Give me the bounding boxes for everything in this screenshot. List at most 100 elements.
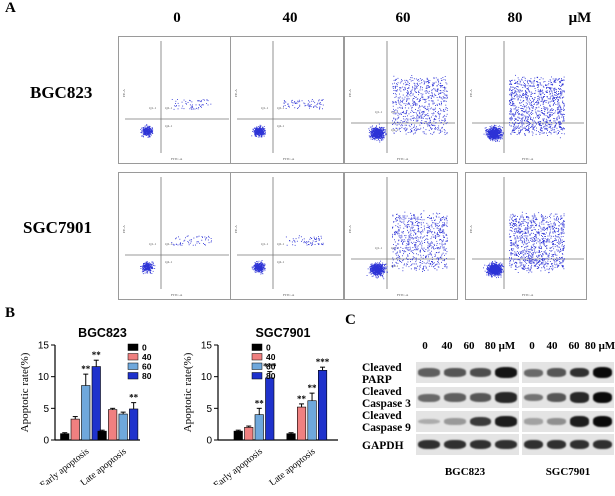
band	[495, 392, 517, 403]
flow-x-axis-label: FITC-A	[522, 157, 534, 161]
band	[570, 439, 589, 450]
quadrant-label: Q1-1	[261, 242, 268, 246]
flow-x-axis-label: FITC-A	[397, 157, 409, 161]
band	[443, 368, 466, 377]
band	[593, 392, 612, 403]
significance-mark: **	[81, 364, 91, 374]
legend-swatch-40	[251, 353, 263, 361]
blot-bgc823-row-3	[416, 411, 519, 432]
wb-conc-sgc7901-80: 80 μM	[584, 340, 615, 352]
legend-swatch-60	[127, 362, 139, 370]
bar-early-apoptosis-40	[70, 418, 80, 441]
wb-label-caspase3: Cleaved Caspase 3	[362, 386, 411, 410]
significance-mark: ***	[316, 357, 330, 367]
wb-label-caspase3-line1: Cleaved	[362, 386, 402, 398]
legend-swatch-80	[127, 372, 139, 380]
legend-label-80: 80	[266, 371, 276, 381]
flow-event-dots	[368, 75, 448, 143]
quadrant-label: Q2-1	[277, 242, 284, 246]
band	[570, 367, 589, 378]
quadrant-label: Q4-1	[391, 128, 398, 132]
panel-label-b: B	[5, 305, 16, 321]
blot-bgc823-row-4	[416, 434, 519, 455]
flow-x-axis-label: FITC-A	[283, 157, 295, 161]
flow-y-axis-label: PE-A	[469, 225, 473, 233]
wb-conc-sgc7901-0: 0	[529, 340, 535, 352]
flow-event-dots	[483, 211, 565, 279]
band	[524, 418, 543, 425]
blot-sgc7901-row-2	[522, 387, 614, 408]
wb-cell-line-sgc7901: SGC7901	[545, 466, 591, 478]
bar-late-apoptosis-40	[297, 406, 307, 441]
chart-title: BGC823	[78, 326, 127, 340]
significance-mark: **	[308, 383, 318, 393]
flow-x-axis-label: FITC-A	[171, 157, 183, 161]
quadrant-label: Q4-1	[277, 124, 284, 128]
bar-late-apoptosis-40	[108, 409, 118, 441]
wb-conc-bgc823-40: 40	[441, 340, 453, 352]
bar-late-apoptosis-0	[97, 430, 107, 441]
bar-early-apoptosis-60	[81, 385, 91, 441]
band	[495, 416, 517, 427]
flow-event-dots	[251, 235, 324, 275]
wb-cell-line-bgc823: BGC823	[444, 466, 486, 478]
bar-late-apoptosis-80	[129, 408, 139, 441]
band	[418, 393, 440, 402]
blot-bgc823-row-2	[416, 387, 519, 408]
bar-early-apoptosis-0	[60, 433, 70, 441]
significance-mark: **	[129, 393, 139, 403]
legend-swatch-80	[251, 372, 263, 380]
quadrant-label: Q1-1	[149, 106, 156, 110]
bar-late-apoptosis-0	[286, 433, 296, 441]
wb-label-parp-line2: PARP	[362, 374, 392, 386]
band	[593, 367, 612, 378]
flow-event-dots	[140, 99, 212, 138]
wb-label-caspase9-line2: Caspase 9	[362, 422, 411, 434]
y-tick-label: 15	[201, 341, 213, 352]
flow-plot-canvas: PE-A FITC-A	[469, 177, 584, 297]
flow-x-axis-label: FITC-A	[171, 293, 183, 297]
band	[418, 439, 440, 450]
wb-conc-sgc7901-60: 60	[568, 340, 580, 352]
legend-label-40: 40	[142, 352, 152, 362]
quadrant-label: Q4-1	[277, 260, 284, 264]
band	[469, 393, 492, 402]
blot-sgc7901-row-1	[522, 362, 614, 383]
significance-mark: **	[92, 350, 102, 360]
wb-label-caspase3-line2: Caspase 3	[362, 398, 411, 410]
flow-event-dots	[366, 210, 448, 280]
wb-conc-sgc7901-40: 40	[546, 340, 558, 352]
flow-y-axis-label: PE-A	[348, 225, 352, 233]
legend-swatch-0	[127, 343, 139, 351]
legend-label-60: 60	[142, 362, 152, 372]
cell-line-label-sgc7901: SGC7901	[23, 218, 92, 237]
band	[418, 418, 440, 425]
band	[547, 439, 566, 450]
band	[469, 439, 492, 450]
band	[495, 439, 517, 450]
flow-plot-bgc823-40: PE-A FITC-A Q1-1 Q2-1 Q4-1	[230, 36, 344, 164]
flow-plot-bgc823-0: PE-A FITC-A Q1-1 Q2-1 Q4-1	[118, 36, 232, 164]
flow-y-axis-label: PE-A	[234, 89, 238, 97]
flow-event-dots	[140, 235, 212, 275]
wb-conc-bgc823-80: 80 μM	[484, 340, 516, 352]
y-tick-label: 0	[43, 436, 49, 447]
flow-plot-bgc823-60: PE-A FITC-A Q1-1 Q2-1 Q4-1	[344, 36, 458, 164]
wb-label-parp-line1: Cleaved	[362, 362, 402, 374]
band	[570, 392, 589, 403]
bar-early-apoptosis-0	[233, 430, 243, 441]
wb-label-gapdh: GAPDH	[362, 440, 404, 452]
blot-sgc7901-row-3	[522, 411, 614, 432]
quadrant-label: Q4-1	[165, 124, 172, 128]
band	[593, 416, 612, 427]
flow-x-axis-label: FITC-A	[397, 293, 409, 297]
wb-label-caspase9-line1: Cleaved	[362, 410, 402, 422]
y-tick-label: 5	[43, 404, 49, 415]
legend-swatch-0	[251, 343, 263, 351]
wb-label-caspase9: Cleaved Caspase 9	[362, 410, 411, 434]
